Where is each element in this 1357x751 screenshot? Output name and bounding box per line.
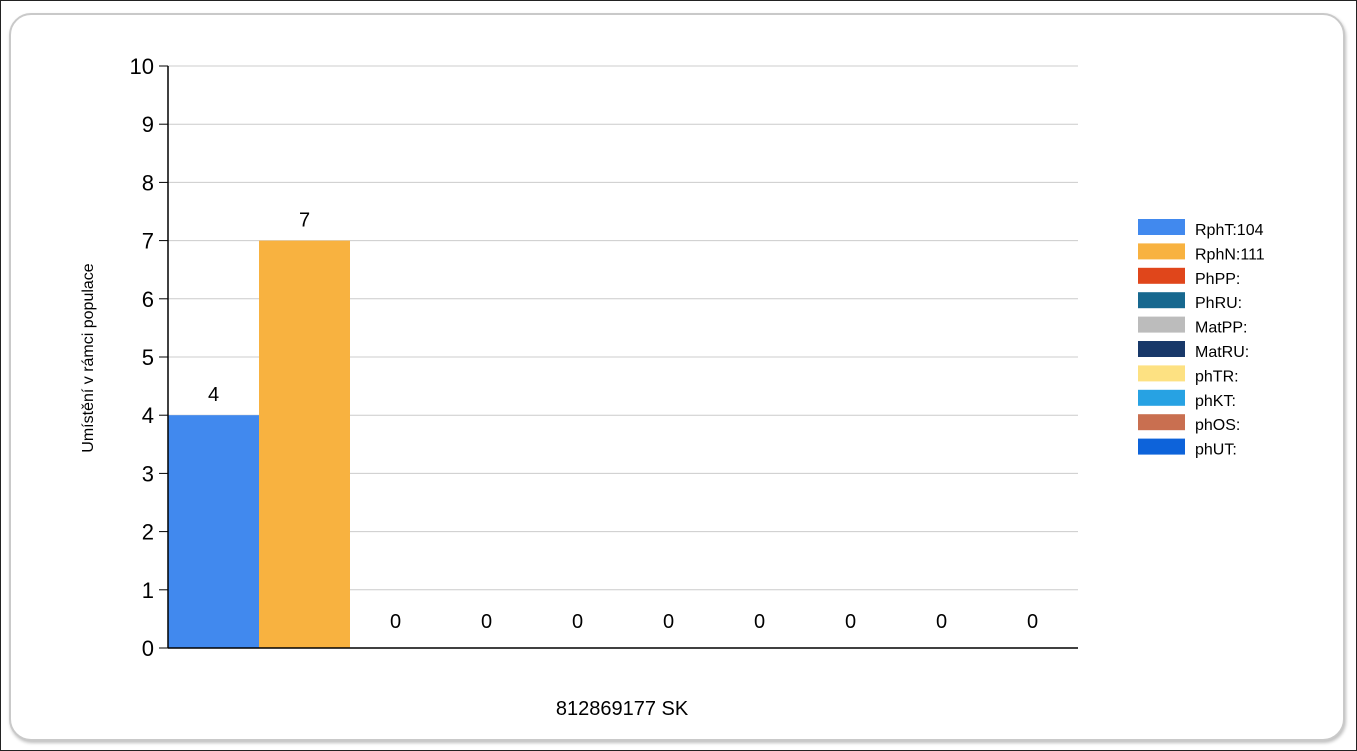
x-axis-title: 812869177 SK [556, 698, 689, 720]
data-label-8: 0 [936, 611, 947, 633]
legend-label-9: phUT: [1195, 442, 1237, 459]
data-labels: 4 7 0 0 0 0 0 0 0 0 [208, 210, 1038, 633]
y-tick-label: 8 [142, 170, 154, 195]
data-label-2: 0 [390, 611, 401, 633]
legend-label-4: MatPP: [1195, 320, 1247, 337]
data-label-0: 4 [208, 384, 219, 406]
y-tick-label: 4 [142, 403, 154, 428]
legend-label-7: phKT: [1195, 393, 1236, 410]
y-tick-label: 10 [130, 54, 154, 79]
legend-swatch-5 [1138, 341, 1185, 357]
data-label-1: 7 [299, 210, 310, 232]
y-tick-label: 7 [142, 229, 154, 254]
bar-0 [168, 415, 259, 648]
legend-label-0: RphT:104 [1195, 222, 1264, 239]
data-label-4: 0 [572, 611, 583, 633]
data-label-7: 0 [845, 611, 856, 633]
data-label-5: 0 [663, 611, 674, 633]
y-tick-label: 2 [142, 520, 154, 545]
legend-swatch-9 [1138, 438, 1185, 455]
legend-swatch-6 [1138, 365, 1185, 382]
legend-label-5: MatRU: [1195, 344, 1249, 361]
legend-swatch-4 [1138, 316, 1185, 333]
legend-swatch-0 [1138, 219, 1185, 235]
legend-swatch-1 [1138, 243, 1185, 260]
y-tick-label: 6 [142, 287, 154, 312]
legend: RphT:104 RphN:111 PhPP: PhRU: MatPP: MatRU: ph… [1138, 219, 1265, 459]
legend-swatch-2 [1138, 267, 1185, 284]
y-tick-label: 0 [142, 636, 154, 661]
y-tick-label: 3 [142, 461, 154, 486]
axes [159, 65, 1078, 649]
y-tick-labels: 0 1 2 3 4 5 6 7 8 9 10 [130, 54, 154, 661]
y-tick-label: 5 [142, 345, 154, 370]
data-label-9: 0 [1027, 611, 1038, 633]
legend-swatch-8 [1138, 414, 1185, 431]
bars [168, 240, 350, 648]
data-label-3: 0 [481, 611, 492, 633]
legend-label-3: PhRU: [1195, 295, 1242, 312]
bar-1 [259, 240, 350, 648]
y-tick-label: 9 [142, 112, 154, 137]
data-label-6: 0 [754, 611, 765, 633]
legend-swatch-7 [1138, 389, 1185, 406]
legend-label-1: RphN:111 [1195, 246, 1265, 263]
y-tick-label: 1 [142, 578, 154, 603]
y-axis-title: Umístění v rámci populace [80, 263, 97, 453]
legend-label-2: PhPP: [1195, 271, 1240, 288]
legend-label-6: phTR: [1195, 368, 1239, 385]
legend-swatch-3 [1138, 292, 1185, 309]
legend-label-8: phOS: [1195, 417, 1240, 434]
